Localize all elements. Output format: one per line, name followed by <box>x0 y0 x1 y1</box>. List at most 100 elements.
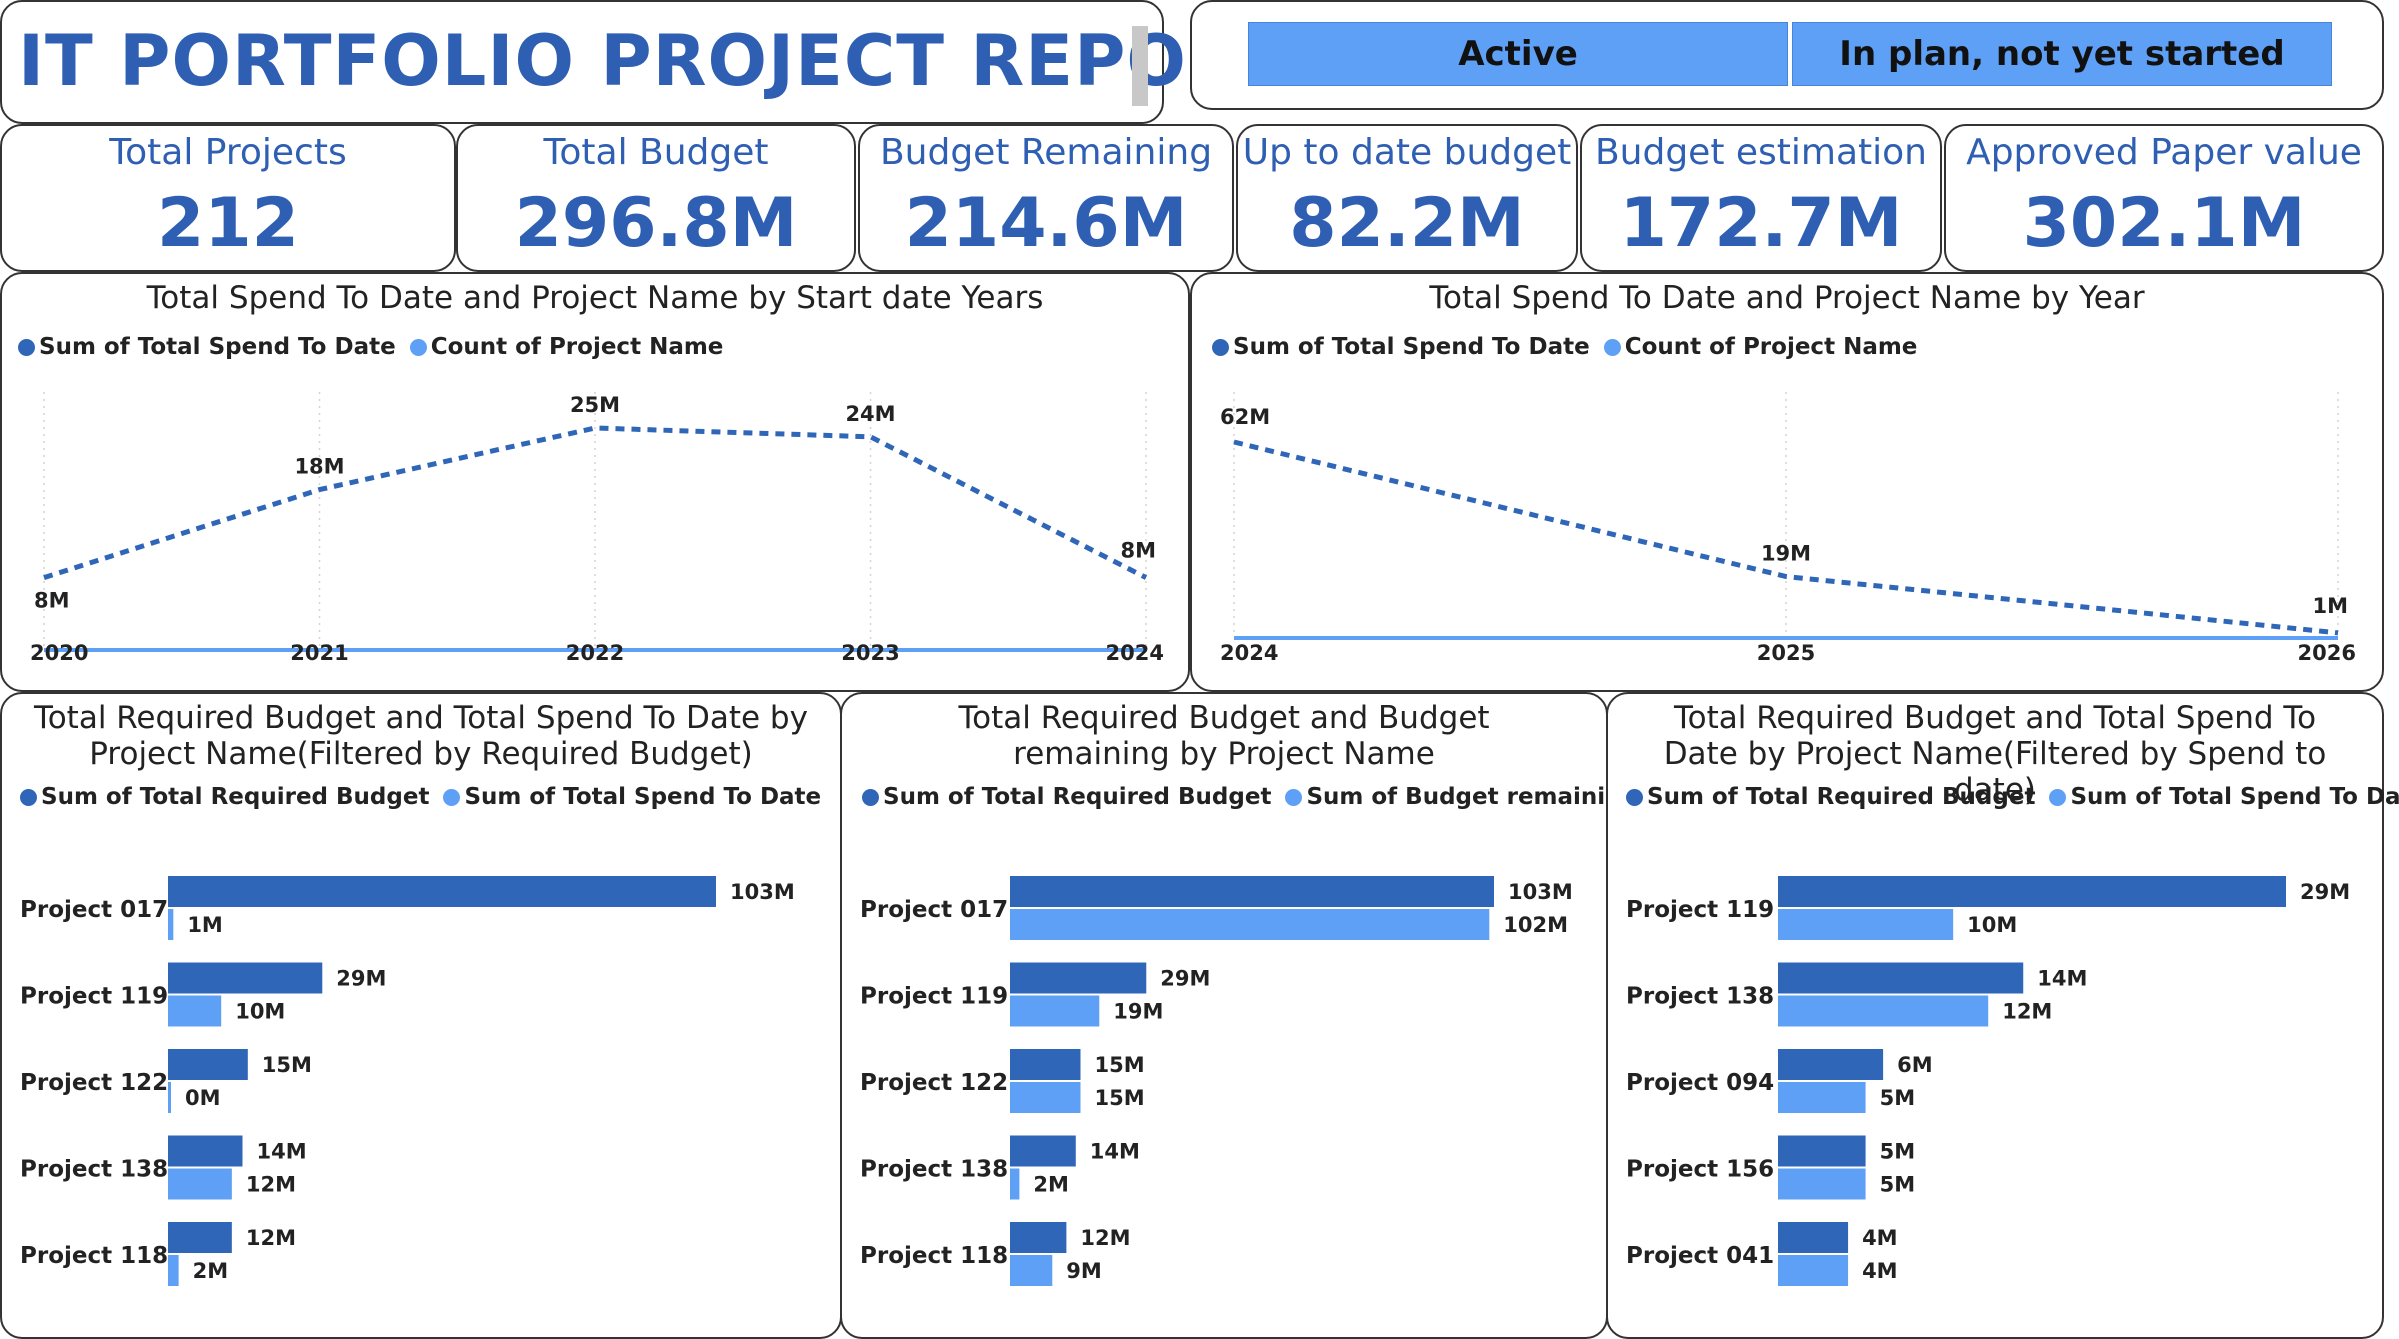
line-chart-plot: 8M 18M 25M 24M 8M 2020 2021 2022 2023 2024 <box>30 392 1164 665</box>
slicer-button-active[interactable]: Active <box>1248 22 1788 86</box>
bar-secondary <box>1010 909 1490 940</box>
data-label: 0M <box>185 1086 221 1110</box>
title-scrollbar[interactable] <box>1132 26 1148 106</box>
legend-item[interactable]: Sum of Total Spend To Date <box>2047 784 2399 810</box>
legend-dot-primary <box>20 788 37 806</box>
x-tick-label: 2025 <box>1757 641 1815 665</box>
category-label: Project 138 <box>1626 984 1774 1010</box>
legend-label: Sum of Total Required Budget <box>883 784 1272 810</box>
legend-dot-primary <box>1626 788 1643 806</box>
bar-primary <box>1010 1222 1067 1253</box>
bar-primary <box>168 876 716 907</box>
bar-chart-plot: Project 119 29M 10M Project 138 14M 12M Projec… <box>1626 876 2350 1286</box>
chart-required-vs-remaining: Total Required Budget and Budget remaini… <box>840 692 1638 1339</box>
bar-secondary <box>1010 995 1100 1027</box>
category-label: Project 119 <box>1626 897 1774 923</box>
category-label: Project 041 <box>1626 1243 1774 1269</box>
chart-title: Total Spend To Date and Project Name by … <box>1429 280 2145 316</box>
data-label: 19M <box>1113 1000 1163 1024</box>
x-tick-label: 2022 <box>566 641 624 665</box>
data-label: 5M <box>1880 1086 1916 1110</box>
legend-label: Count of Project Name <box>430 334 724 360</box>
legend-item[interactable]: Count of Project Name <box>1602 334 1918 360</box>
bar-secondary <box>168 1082 171 1113</box>
data-label: 2M <box>1033 1173 1069 1197</box>
kpi-card-approved-paper-value: Approved Paper value 302.1M <box>1944 124 2384 272</box>
data-label: 12M <box>1080 1226 1130 1250</box>
chart-title: Total Required Budget and Total Spend To… <box>34 700 808 772</box>
legend-dot-secondary <box>2049 788 2067 806</box>
data-label: 4M <box>1862 1259 1898 1283</box>
legend-item[interactable]: Count of Project Name <box>408 334 724 360</box>
kpi-card-budget-remaining: Budget Remaining 214.6M <box>858 124 1234 272</box>
bar-primary <box>1778 1135 1866 1167</box>
data-label: 15M <box>1094 1053 1144 1077</box>
bar-secondary <box>1010 1082 1081 1113</box>
chart-spend-by-start-year: Total Spend To Date and Project Name by … <box>0 272 1190 692</box>
kpi-card-total-projects: Total Projects 212 <box>0 124 456 272</box>
legend-item[interactable]: Sum of Total Required Budget <box>1624 784 2035 810</box>
kpi-label: Up to date budget <box>1242 132 1572 173</box>
legend-label: Count of Project Name <box>1624 334 1918 360</box>
legend-dot-primary <box>1212 338 1229 356</box>
bar-secondary <box>168 909 174 940</box>
data-label: 5M <box>1880 1173 1916 1197</box>
bar-secondary <box>1778 995 1989 1027</box>
bar-secondary <box>1010 1255 1053 1286</box>
legend-item[interactable]: Sum of Total Spend To Date <box>1210 334 1590 360</box>
kpi-label: Budget estimation <box>1594 132 1928 173</box>
kpi-value: 302.1M <box>2022 184 2306 263</box>
bar-secondary <box>1778 1082 1866 1113</box>
legend-item[interactable]: Sum of Total Spend To Date <box>16 334 396 360</box>
x-tick-label: 2021 <box>290 641 348 665</box>
kpi-label: Total Budget <box>543 132 769 173</box>
category-label: Project 122 <box>860 1070 1008 1096</box>
chart-legend: Sum of Total Required Budget Sum of Tota… <box>1624 784 2399 810</box>
bar-chart-plot: Project 017 103M 102M Project 119 29M 19M Proj… <box>860 876 1573 1286</box>
chart-title: Total Spend To Date and Project Name by … <box>146 280 1044 316</box>
category-label: Project 118 <box>860 1243 1008 1269</box>
category-label: Project 119 <box>860 984 1008 1010</box>
data-label: 8M <box>1120 539 1156 563</box>
chart-legend: Sum of Total Spend To Date Count of Proj… <box>16 334 735 360</box>
x-tick-label: 2023 <box>841 641 899 665</box>
data-label: 24M <box>845 402 895 426</box>
category-label: Project 138 <box>20 1157 168 1183</box>
legend-label: Sum of Total Spend To Date <box>2070 784 2399 810</box>
bar-secondary <box>168 1255 179 1286</box>
bar-primary <box>168 1222 232 1253</box>
legend-dot-secondary <box>409 338 427 356</box>
data-label: 62M <box>1220 405 1270 429</box>
data-label: 15M <box>1094 1086 1144 1110</box>
legend-item[interactable]: Sum of Total Required Budget <box>860 784 1271 810</box>
x-tick-label: 2024 <box>1106 641 1164 665</box>
legend-item[interactable]: Sum of Total Required Budget <box>18 784 429 810</box>
data-label: 6M <box>1897 1053 1933 1077</box>
chart-legend: Sum of Total Required Budget Sum of Budg… <box>860 784 1650 810</box>
slicer-button-in-plan[interactable]: In plan, not yet started <box>1792 22 2332 86</box>
bar-chart-plot: Project 017 103M 1M Project 119 29M 10M Projec… <box>20 876 795 1286</box>
data-label: 1M <box>2312 594 2348 618</box>
legend-item[interactable]: Sum of Budget remaining <box>1283 784 1638 810</box>
category-label: Project 017 <box>860 897 1008 923</box>
data-label: 25M <box>570 393 620 417</box>
legend-label: Sum of Budget remaining <box>1306 784 1639 810</box>
chart-title: Total Required Budget and Budget remaini… <box>958 700 1490 772</box>
bar-primary <box>168 962 323 994</box>
bar-secondary <box>1778 909 1954 940</box>
kpi-value: 82.2M <box>1289 184 1525 263</box>
data-label: 15M <box>262 1053 312 1077</box>
data-label: 1M <box>187 913 223 937</box>
kpi-label: Approved Paper value <box>1966 132 2362 173</box>
bar-primary <box>1010 876 1494 907</box>
legend-item[interactable]: Sum of Total Spend To Date <box>441 784 821 810</box>
data-label: 14M <box>256 1140 306 1164</box>
data-label: 12M <box>2002 1000 2052 1024</box>
legend-dot-secondary <box>1603 338 1621 356</box>
kpi-label: Total Projects <box>109 132 347 173</box>
data-label: 29M <box>2300 880 2350 904</box>
kpi-value: 296.8M <box>514 184 798 263</box>
legend-dot-secondary <box>1285 788 1303 806</box>
category-label: Project 094 <box>1626 1070 1774 1096</box>
data-label: 12M <box>246 1173 296 1197</box>
